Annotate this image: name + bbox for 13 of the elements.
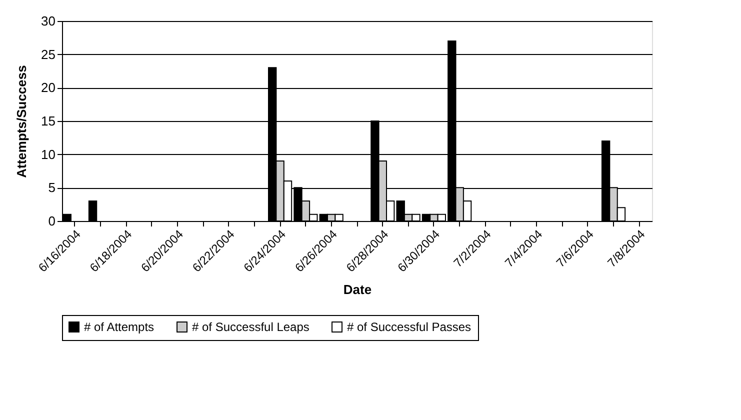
- bar: [88, 200, 98, 222]
- x-axis-title: Date: [343, 282, 372, 298]
- y-tick-label: 0: [48, 214, 56, 228]
- legend-label: # of Attempts: [84, 320, 154, 334]
- y-tick-label: 20: [41, 80, 56, 96]
- y-tick-label: 25: [41, 46, 56, 62]
- y-axis-title: Attempts/Success: [14, 65, 30, 178]
- y-tick-label: 30: [41, 14, 56, 28]
- y-tick-label: 10: [41, 146, 56, 162]
- y-tick-label: 15: [41, 114, 56, 128]
- y-tick-label: 5: [48, 180, 56, 196]
- legend-label: # of Successful Leaps: [192, 320, 310, 334]
- legend-label: # of Successful Passes: [347, 320, 472, 334]
